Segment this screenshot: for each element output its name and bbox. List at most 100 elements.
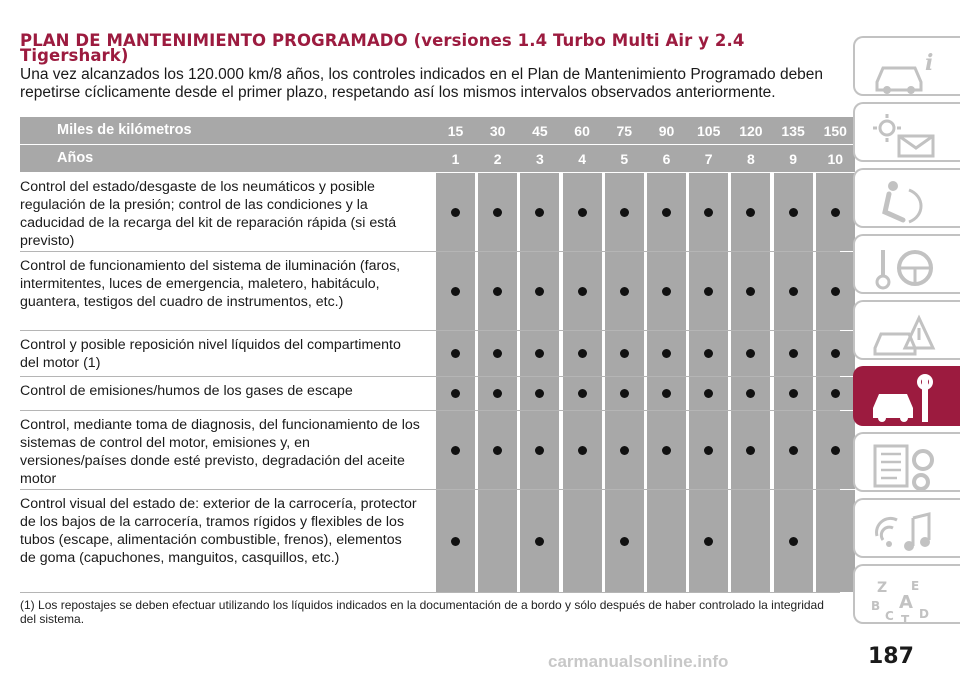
interval-cell xyxy=(562,331,602,376)
header-cell-km-9: 150 xyxy=(815,117,855,144)
svg-text:E: E xyxy=(911,579,919,593)
interval-cell xyxy=(520,411,560,489)
interval-cell xyxy=(731,411,771,489)
header-label-years: Años xyxy=(57,150,94,166)
check-dot-icon xyxy=(788,207,798,217)
row-description: Control de emisiones/humos de los gases … xyxy=(20,383,353,399)
svg-text:C: C xyxy=(885,609,894,623)
sidebar-tab-car-info[interactable]: i xyxy=(853,36,960,96)
sidebar-tab-specs-gear[interactable] xyxy=(853,432,960,492)
table-row: Control del estado/desgaste de los neumá… xyxy=(20,173,855,252)
interval-cell xyxy=(815,377,855,410)
svg-text:B: B xyxy=(871,599,880,613)
check-dot-icon xyxy=(830,389,840,398)
interval-cell xyxy=(604,377,644,410)
svg-text:A: A xyxy=(899,592,913,613)
svg-text:i: i xyxy=(925,50,933,76)
check-dot-icon xyxy=(746,349,756,358)
header-cell-years-2: 3 xyxy=(520,145,560,172)
check-dot-icon xyxy=(704,207,714,217)
maintenance-table: Miles de kilómetros 15 30 45 60 75 90 105 120 13… xyxy=(20,117,855,593)
page-title: PLAN DE MANTENIMIENTO PROGRAMADO (versio… xyxy=(20,31,745,65)
check-dot-icon xyxy=(746,207,756,217)
check-dot-icon xyxy=(704,389,714,398)
header-cell-km-8: 135 xyxy=(773,117,813,144)
interval-cell xyxy=(773,377,813,410)
check-dot-icon xyxy=(704,536,714,546)
interval-cell xyxy=(478,377,518,410)
header-cell-years-1: 2 xyxy=(478,145,518,172)
check-dot-icon xyxy=(451,349,460,358)
check-dot-icon xyxy=(493,389,503,398)
interval-cell xyxy=(478,411,518,489)
header-cell-km-6: 105 xyxy=(689,117,729,144)
interval-cell xyxy=(562,173,602,251)
check-dot-icon xyxy=(830,286,840,296)
sidebar-tab-warning-lights[interactable] xyxy=(853,102,960,162)
interval-cell xyxy=(604,173,644,251)
header-cell-years-9: 10 xyxy=(815,145,855,172)
interval-cell xyxy=(689,252,729,330)
interval-cell xyxy=(647,331,686,376)
row-description: Control, mediante toma de diagnosis, del… xyxy=(20,417,420,487)
check-dot-icon xyxy=(746,389,756,398)
check-dot-icon xyxy=(662,389,671,398)
interval-cell xyxy=(815,331,855,376)
header-cell-km-5: 90 xyxy=(647,117,686,144)
interval-cell xyxy=(647,490,686,592)
interval-cell xyxy=(520,331,560,376)
check-dot-icon xyxy=(493,349,503,358)
check-dot-icon xyxy=(535,389,545,398)
header-cell-km-3: 60 xyxy=(562,117,602,144)
interval-cell xyxy=(647,411,686,489)
interval-cell xyxy=(731,490,771,592)
check-dot-icon xyxy=(451,286,460,296)
interval-cell xyxy=(647,173,686,251)
table-row: Control de emisiones/humos de los gases … xyxy=(20,377,855,411)
check-dot-icon xyxy=(619,536,629,546)
sidebar-tab-car-emergency[interactable] xyxy=(853,300,960,360)
interval-cell xyxy=(562,252,602,330)
row-description: Control y posible reposición nivel líqui… xyxy=(20,337,401,371)
interval-cell xyxy=(562,411,602,489)
sidebar-tab-multimedia[interactable] xyxy=(853,498,960,558)
check-dot-icon xyxy=(451,207,460,217)
table-row: Control de funcionamiento del sistema de… xyxy=(20,252,855,331)
interval-cell xyxy=(520,490,560,592)
sidebar-tab-car-wrench[interactable] xyxy=(853,366,960,426)
header-cell-years-5: 6 xyxy=(647,145,686,172)
check-dot-icon xyxy=(662,286,671,296)
header-label-km: Miles de kilómetros xyxy=(57,122,192,138)
header-cell-km-2: 45 xyxy=(520,117,560,144)
header-cell-years-7: 8 xyxy=(731,145,771,172)
row-description: Control de funcionamiento del sistema de… xyxy=(20,258,401,310)
interval-cell xyxy=(647,252,686,330)
sidebar-tab-key-steering-wheel[interactable] xyxy=(853,234,960,294)
interval-cell xyxy=(773,331,813,376)
interval-cell xyxy=(562,490,602,592)
header-cell-km-7: 120 xyxy=(731,117,771,144)
check-dot-icon xyxy=(535,207,545,217)
check-dot-icon xyxy=(493,207,503,217)
check-dot-icon xyxy=(535,536,545,546)
interval-cell xyxy=(478,490,518,592)
table-row: Control y posible reposición nivel líqui… xyxy=(20,331,855,377)
check-dot-icon xyxy=(577,207,587,217)
sidebar-tab-seat-airbag[interactable] xyxy=(853,168,960,228)
interval-cell xyxy=(520,252,560,330)
interval-cell xyxy=(773,490,813,592)
check-dot-icon xyxy=(535,445,545,455)
interval-cell xyxy=(815,252,855,330)
check-dot-icon xyxy=(788,536,798,546)
header-cell-years-3: 4 xyxy=(562,145,602,172)
table-row: Control, mediante toma de diagnosis, del… xyxy=(20,411,855,490)
check-dot-icon xyxy=(493,445,503,455)
check-dot-icon xyxy=(619,286,629,296)
check-dot-icon xyxy=(830,445,840,455)
check-dot-icon xyxy=(493,286,503,296)
check-dot-icon xyxy=(451,536,460,546)
header-cell-years-4: 5 xyxy=(604,145,644,172)
interval-cell xyxy=(436,331,475,376)
interval-cell xyxy=(436,252,475,330)
